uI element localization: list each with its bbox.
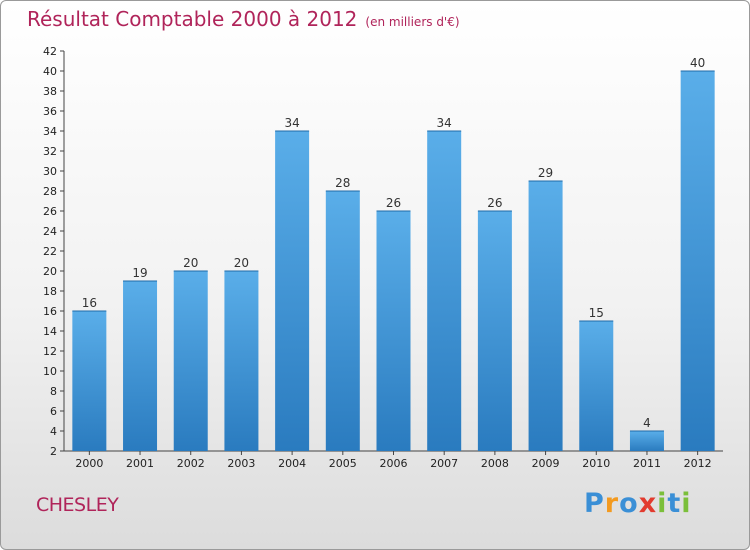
y-tick-label: 34 [43, 125, 57, 138]
y-tick-label: 24 [43, 225, 57, 238]
y-tick-label: 32 [43, 145, 57, 158]
chart-title: Résultat Comptable 2000 à 2012 [27, 7, 358, 31]
x-tick-label: 2001 [126, 457, 154, 470]
logo-letter: o [619, 488, 639, 519]
y-tick-label: 4 [50, 425, 57, 438]
bar [427, 131, 462, 451]
bar [72, 311, 107, 451]
y-tick-label: 26 [43, 205, 57, 218]
bar [224, 271, 259, 451]
y-tick-label: 30 [43, 165, 57, 178]
bar [629, 431, 664, 451]
y-tick-label: 10 [43, 365, 57, 378]
y-tick-label: 28 [43, 185, 57, 198]
x-tick-label: 2000 [75, 457, 103, 470]
chart-title-block: Résultat Comptable 2000 à 2012 (en millie… [27, 7, 460, 31]
bar-value-label: 26 [487, 196, 502, 210]
bar-value-label: 29 [538, 166, 553, 180]
bar [123, 281, 158, 451]
bar-value-label: 20 [234, 256, 249, 270]
bar-value-label: 28 [335, 176, 350, 190]
commune-name: CHESLEY [36, 494, 119, 516]
bar [173, 271, 208, 451]
bar [680, 71, 715, 451]
x-tick-label: 2010 [582, 457, 610, 470]
y-tick-label: 36 [43, 105, 57, 118]
x-tick-label: 2003 [227, 457, 255, 470]
y-tick-label: 2 [50, 445, 57, 458]
bar [528, 181, 563, 451]
x-tick-label: 2007 [430, 457, 458, 470]
bar [477, 211, 512, 451]
bar-value-label: 16 [82, 296, 97, 310]
bar-value-label: 19 [132, 266, 147, 280]
y-tick-label: 12 [43, 345, 57, 358]
bar [376, 211, 411, 451]
y-tick-label: 40 [43, 65, 57, 78]
bar-value-label: 34 [437, 116, 452, 130]
x-tick-label: 2006 [380, 457, 408, 470]
bar-value-label: 20 [183, 256, 198, 270]
x-tick-label: 2005 [329, 457, 357, 470]
logo-letter: r [604, 488, 620, 519]
y-tick-label: 38 [43, 85, 57, 98]
bar-value-label: 26 [386, 196, 401, 210]
y-tick-label: 20 [43, 265, 57, 278]
bar-value-label: 15 [589, 306, 604, 320]
x-tick-label: 2002 [177, 457, 205, 470]
x-tick-label: 2008 [481, 457, 509, 470]
logo-letter: i [657, 488, 668, 519]
x-tick-label: 2009 [532, 457, 560, 470]
x-tick-label: 2012 [684, 457, 712, 470]
y-tick-label: 14 [43, 325, 57, 338]
y-tick-label: 6 [50, 405, 57, 418]
bar-value-label: 4 [643, 416, 651, 430]
y-tick-label: 8 [50, 385, 57, 398]
logo-letter: x [638, 488, 658, 519]
bar-value-label: 40 [690, 56, 705, 70]
bar [275, 131, 310, 451]
logo-letter: t [667, 488, 682, 519]
chart-unit: (en milliers d'€) [365, 15, 460, 29]
bar [579, 321, 614, 451]
y-tick-label: 42 [43, 45, 57, 58]
x-tick-label: 2011 [633, 457, 661, 470]
logo-letter: P [584, 488, 605, 519]
logo-letter: i [681, 488, 692, 519]
y-tick-label: 18 [43, 285, 57, 298]
bar [325, 191, 360, 451]
y-tick-label: 16 [43, 305, 57, 318]
y-tick-label: 22 [43, 245, 57, 258]
proxiti-logo: Proxiti [584, 488, 692, 519]
x-tick-label: 2004 [278, 457, 306, 470]
bar-value-label: 34 [284, 116, 299, 130]
